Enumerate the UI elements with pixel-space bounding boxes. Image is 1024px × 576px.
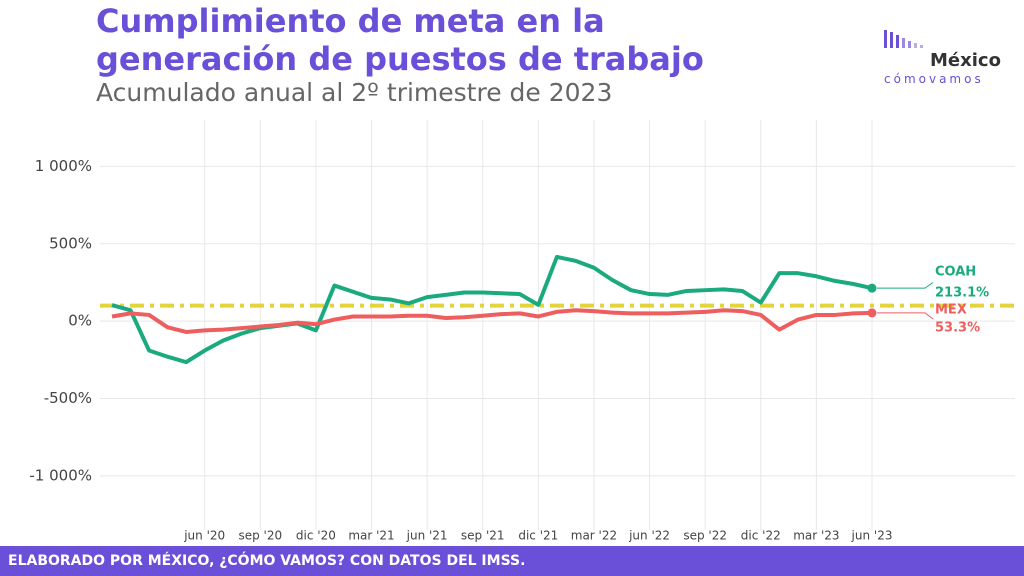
x-tick-label: mar '21 bbox=[348, 529, 394, 543]
x-tick-label: sep '20 bbox=[238, 529, 282, 543]
series-line bbox=[111, 308, 873, 334]
end-point bbox=[867, 308, 877, 318]
y-tick-label: 500% bbox=[49, 234, 92, 252]
x-tick-label: dic '22 bbox=[741, 529, 781, 543]
x-tick-label: jun '21 bbox=[406, 529, 448, 543]
series-line bbox=[111, 254, 873, 365]
chart-title: Cumplimiento de meta en la generación de… bbox=[96, 2, 704, 78]
x-tick-label: jun '23 bbox=[851, 529, 893, 543]
y-tick-label: -1 000% bbox=[29, 466, 92, 484]
y-tick-label: 1 000% bbox=[35, 157, 92, 175]
x-tick-label: dic '21 bbox=[518, 529, 558, 543]
label-connector bbox=[877, 312, 934, 320]
end-point bbox=[867, 283, 877, 293]
logo-text: cómovamos bbox=[884, 72, 984, 86]
x-tick-label: dic '20 bbox=[296, 529, 336, 543]
value-label: 213.1% bbox=[935, 286, 989, 301]
logo-text: México bbox=[930, 50, 1001, 71]
footer: ELABORADO POR MÉXICO, ¿CÓMO VAMOS? CON D… bbox=[0, 546, 1024, 576]
series-name: COAH bbox=[935, 265, 976, 280]
value-label: 53.3% bbox=[935, 321, 980, 336]
x-tick-label: jun '22 bbox=[628, 529, 670, 543]
x-tick-label: sep '22 bbox=[683, 529, 727, 543]
x-tick-label: mar '22 bbox=[571, 529, 617, 543]
x-tick-label: jun '20 bbox=[183, 529, 225, 543]
x-tick-label: mar '23 bbox=[793, 529, 839, 543]
chart-subtitle: Acumulado anual al 2º trimestre de 2023 bbox=[96, 78, 613, 107]
logo-icon bbox=[884, 30, 923, 48]
chart: 1 000% 500% 0% -500% -1 000% jun '20 sep '20 di… bbox=[29, 30, 1015, 543]
y-tick-label: -500% bbox=[44, 389, 92, 407]
label-connector bbox=[877, 282, 934, 289]
series-name: MEX bbox=[935, 303, 967, 318]
x-tick-label: sep '21 bbox=[461, 529, 505, 543]
y-tick-label: 0% bbox=[68, 312, 92, 330]
